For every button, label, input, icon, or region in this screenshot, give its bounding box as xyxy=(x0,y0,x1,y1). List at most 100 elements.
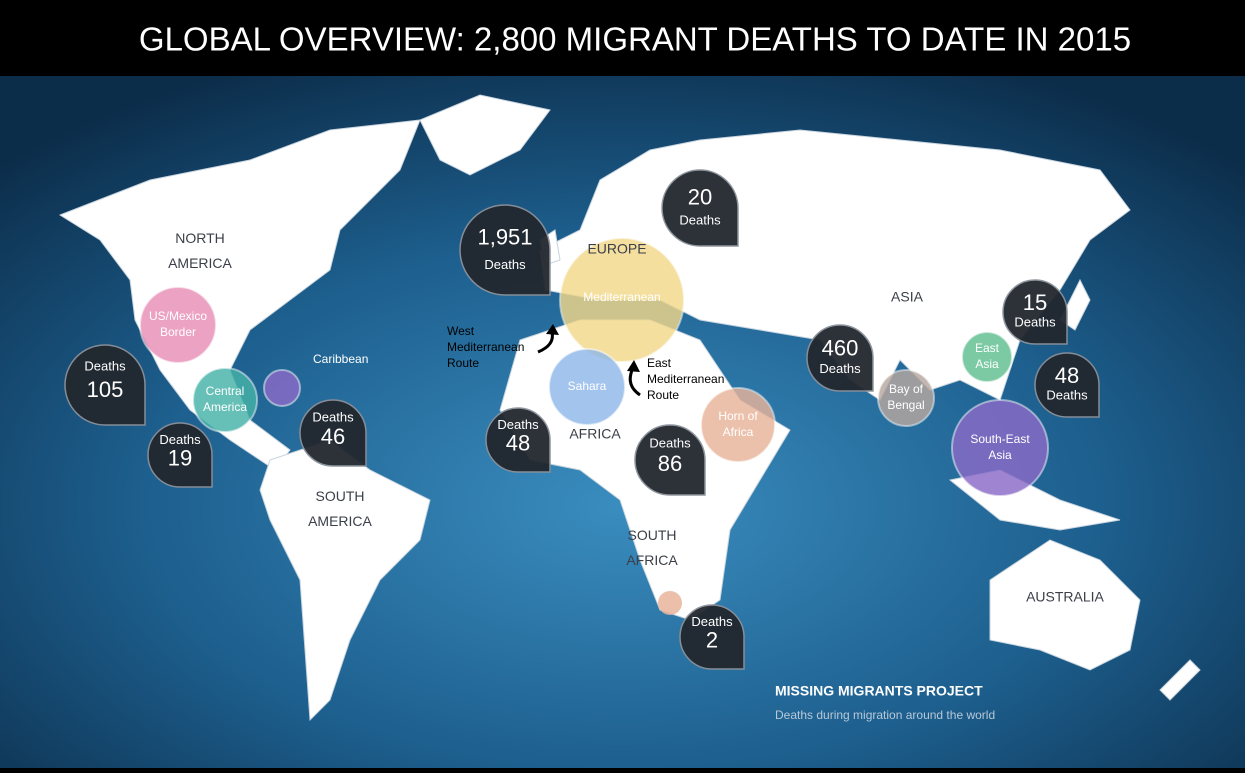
death-label: Deaths xyxy=(484,257,526,272)
death-count: 48 xyxy=(1055,363,1079,388)
bubble-shape xyxy=(806,324,874,392)
death-label: Deaths xyxy=(497,417,539,432)
label-line: NORTH xyxy=(175,230,225,246)
label-line: Route xyxy=(647,388,679,402)
death-count: 46 xyxy=(321,424,345,449)
bubble-shape xyxy=(299,399,367,467)
death-label: Deaths xyxy=(691,614,733,629)
header-bar xyxy=(0,0,1245,76)
label-line: US/Mexico xyxy=(149,309,207,323)
death-bubble: 20 Deaths xyxy=(661,169,739,247)
region-circle xyxy=(559,237,685,363)
south-africa-marker xyxy=(658,591,682,615)
death-label: Deaths xyxy=(84,358,126,373)
label-line: EUROPE xyxy=(587,241,646,257)
footer-subtitle: Deaths during migration around the world xyxy=(775,708,995,722)
label-line: Mediterranean xyxy=(647,372,724,386)
label-line: AMERICA xyxy=(168,255,232,271)
bubble-shape xyxy=(679,604,745,670)
bubble-shape xyxy=(661,169,739,247)
label-line: Mediterranean xyxy=(447,340,524,354)
label-line: Bengal xyxy=(887,398,924,412)
label-line: AMERICA xyxy=(308,513,372,529)
death-label: Deaths xyxy=(312,410,354,425)
label-line: Horn of xyxy=(718,409,758,423)
death-label: Deaths xyxy=(1014,315,1056,330)
label-line: Mediterranean xyxy=(583,290,660,304)
bubble-shape xyxy=(459,204,551,296)
region-circle xyxy=(961,331,1013,383)
arrow-head xyxy=(627,360,640,372)
australia xyxy=(989,539,1141,671)
death-count: 2 xyxy=(706,628,718,653)
label-line: ASIA xyxy=(891,289,924,305)
label-line: America xyxy=(203,400,247,414)
death-label: Deaths xyxy=(649,436,691,451)
death-count: 105 xyxy=(87,377,124,402)
bubble-shape xyxy=(1034,352,1100,418)
region-circle xyxy=(192,367,258,433)
footer-title: MISSING MIGRANTS PROJECT xyxy=(775,683,983,699)
label-line: Asia xyxy=(975,357,999,371)
label-line: Central xyxy=(206,384,245,398)
label-line: Route xyxy=(447,356,479,370)
death-count: 19 xyxy=(168,446,192,471)
region-circle xyxy=(263,369,301,407)
new-zealand xyxy=(1159,659,1201,701)
death-label: Deaths xyxy=(819,361,861,376)
label-line: Sahara xyxy=(568,379,607,393)
label-line: Border xyxy=(160,325,196,339)
label-line: South-East xyxy=(970,432,1030,446)
label-line: Asia xyxy=(988,448,1012,462)
region-circle xyxy=(139,286,217,364)
region-circle xyxy=(951,399,1049,497)
region-circle xyxy=(700,387,776,463)
south-america xyxy=(259,439,431,722)
arrow-head xyxy=(546,324,559,335)
bubble-shape xyxy=(485,407,551,473)
label-line: West xyxy=(447,324,475,338)
routes: West Mediterranean Route East Mediterranean R… xyxy=(447,324,724,402)
death-bubbles: 1,951Deaths20DeathsDeaths105Deaths19Deat… xyxy=(64,169,1100,670)
label-line: East xyxy=(647,356,672,370)
label-line: SOUTH xyxy=(628,527,677,543)
death-count: 20 xyxy=(688,184,712,209)
death-count: 48 xyxy=(506,431,530,456)
death-bubble: 1,951 Deaths xyxy=(459,204,551,296)
title: GLOBAL OVERVIEW: 2,800 MIGRANT DEATHS TO… xyxy=(139,21,1131,58)
death-count: 460 xyxy=(822,336,859,361)
label-line: Bay of xyxy=(889,382,924,396)
label-line: AFRICA xyxy=(569,426,621,442)
bubble-shape xyxy=(147,422,213,488)
regions: US/Mexico Border Central America Caribbean Me… xyxy=(139,237,1049,497)
death-count: 15 xyxy=(1023,290,1047,315)
region-circle xyxy=(877,369,935,427)
bubble-shape xyxy=(634,424,706,496)
label-line: AUSTRALIA xyxy=(1026,589,1104,605)
label-line: AFRICA xyxy=(626,552,678,568)
greenland xyxy=(419,94,551,176)
death-count: 86 xyxy=(658,451,682,476)
region-circle xyxy=(548,348,626,426)
label-line: Africa xyxy=(723,425,754,439)
death-label: Deaths xyxy=(159,432,201,447)
death-label: Deaths xyxy=(1046,388,1088,403)
label-line: Caribbean xyxy=(313,352,368,366)
label-line: SOUTH xyxy=(316,488,365,504)
bubble-shape xyxy=(1002,279,1068,345)
continent-labels: NORTH AMERICA SOUTH AMERICA EUROPE AFRICA SOUT… xyxy=(168,230,1104,605)
bubble-shape xyxy=(64,344,146,426)
label-line: East xyxy=(975,341,1000,355)
death-count: 1,951 xyxy=(477,225,532,250)
death-label: Deaths xyxy=(679,213,721,228)
